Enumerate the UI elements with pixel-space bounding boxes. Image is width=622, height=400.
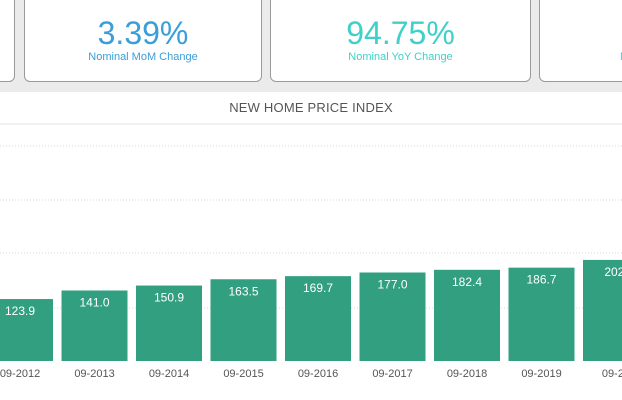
bar-value-label: 150.9 (154, 291, 184, 305)
bar-value-label: 163.5 (228, 284, 258, 298)
bar[interactable] (285, 276, 351, 361)
bar[interactable] (359, 272, 426, 362)
bar[interactable] (508, 267, 575, 361)
bar-value-label: 202. (604, 265, 622, 279)
x-tick-label: 09-2018 (447, 368, 487, 380)
x-tick-label: 09-20 (602, 368, 622, 380)
x-tick-label: 09-2012 (0, 368, 40, 380)
bar[interactable] (210, 279, 277, 361)
bar-value-label: 177.0 (377, 278, 407, 292)
bar[interactable] (434, 269, 500, 361)
x-tick-label: 09-2016 (298, 368, 338, 380)
kpi-card-left (0, 0, 15, 82)
bar-value-label: 141.0 (79, 296, 109, 310)
kpi-right-label: N (620, 51, 622, 63)
bar-value-label: 169.7 (303, 281, 333, 295)
kpi-card-mom: 3.39% Nominal MoM Change (24, 0, 262, 82)
bar[interactable] (0, 299, 53, 361)
chart-title: NEW HOME PRICE INDEX (229, 100, 393, 115)
x-tick-label: 09-2019 (521, 368, 561, 380)
bar-value-label: 186.7 (526, 273, 556, 287)
x-tick-label: 09-2015 (223, 368, 263, 380)
x-tick-label: 09-2014 (149, 368, 189, 380)
kpi-card-yoy: 94.75% Nominal YoY Change (270, 0, 531, 82)
yoy-change-value: 94.75% (346, 15, 455, 51)
bar-value-label: 182.4 (452, 275, 482, 289)
x-tick-label: 09-2017 (372, 368, 412, 380)
yoy-change-label: Nominal YoY Change (348, 51, 453, 63)
x-tick-label: 09-2013 (74, 368, 114, 380)
mom-change-value: 3.39% (97, 15, 189, 51)
bar-value-label: 123.9 (5, 304, 35, 318)
mom-change-label: Nominal MoM Change (88, 51, 198, 63)
kpi-card-right: N (539, 0, 622, 82)
bar[interactable] (583, 259, 622, 361)
bar[interactable] (136, 285, 202, 361)
bar[interactable] (61, 290, 128, 362)
